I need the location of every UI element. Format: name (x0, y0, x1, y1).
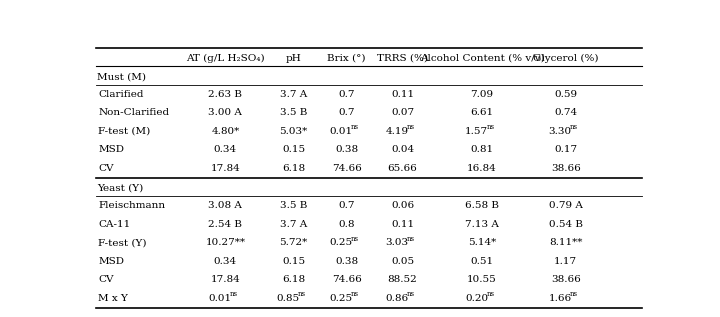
Text: 10.27**: 10.27** (205, 238, 246, 247)
Text: 0.81: 0.81 (470, 145, 493, 154)
Text: 0.74: 0.74 (554, 108, 577, 117)
Text: CV: CV (99, 164, 114, 173)
Text: 0.20: 0.20 (465, 294, 488, 303)
Text: 0.17: 0.17 (554, 145, 577, 154)
Text: 10.55: 10.55 (467, 275, 497, 284)
Text: 0.34: 0.34 (214, 257, 237, 266)
Text: Must (M): Must (M) (96, 72, 145, 81)
Text: 1.57: 1.57 (465, 127, 488, 136)
Text: 0.38: 0.38 (335, 257, 359, 266)
Text: 0.51: 0.51 (470, 257, 493, 266)
Text: ns: ns (570, 123, 578, 131)
Text: ns: ns (351, 235, 359, 243)
Text: 3.03: 3.03 (385, 238, 408, 247)
Text: F-test (M): F-test (M) (99, 127, 150, 136)
Text: ns: ns (407, 290, 415, 298)
Text: 0.8: 0.8 (338, 220, 355, 229)
Text: 3.00 A: 3.00 A (208, 108, 242, 117)
Text: 5.72*: 5.72* (279, 238, 307, 247)
Text: 0.15: 0.15 (282, 145, 305, 154)
Text: 0.07: 0.07 (391, 108, 414, 117)
Text: 5.14*: 5.14* (468, 238, 496, 247)
Text: 0.59: 0.59 (554, 90, 577, 99)
Text: ns: ns (351, 123, 359, 131)
Text: 2.63 B: 2.63 B (208, 90, 243, 99)
Text: 0.25: 0.25 (330, 294, 353, 303)
Text: ns: ns (570, 290, 578, 298)
Text: MSD: MSD (99, 257, 125, 266)
Text: AT (g/L H₂SO₄): AT (g/L H₂SO₄) (186, 54, 265, 62)
Text: 65.66: 65.66 (387, 164, 418, 173)
Text: 3.08 A: 3.08 A (208, 201, 242, 210)
Text: 7.13 A: 7.13 A (465, 220, 499, 229)
Text: 5.03*: 5.03* (279, 127, 307, 136)
Text: 0.01: 0.01 (208, 294, 231, 303)
Text: 3.5 B: 3.5 B (280, 201, 307, 210)
Text: ns: ns (407, 123, 415, 131)
Text: 0.06: 0.06 (391, 201, 414, 210)
Text: 38.66: 38.66 (551, 275, 580, 284)
Text: Yeast (Y): Yeast (Y) (96, 183, 143, 192)
Text: ns: ns (298, 290, 306, 298)
Text: 0.01: 0.01 (330, 127, 353, 136)
Text: 0.34: 0.34 (214, 145, 237, 154)
Text: 0.11: 0.11 (391, 220, 414, 229)
Text: 0.38: 0.38 (335, 145, 359, 154)
Text: Fleischmann: Fleischmann (99, 201, 166, 210)
Text: TRRS (%): TRRS (%) (377, 54, 428, 62)
Text: Alcohol Content (% v/v): Alcohol Content (% v/v) (420, 54, 544, 62)
Text: 0.7: 0.7 (338, 90, 355, 99)
Text: 3.5 B: 3.5 B (280, 108, 307, 117)
Text: F-test (Y): F-test (Y) (99, 238, 147, 247)
Text: 6.18: 6.18 (282, 275, 305, 284)
Text: 74.66: 74.66 (332, 275, 361, 284)
Text: 0.79 A: 0.79 A (549, 201, 582, 210)
Text: M x Y: M x Y (99, 294, 128, 303)
Text: 1.66: 1.66 (549, 294, 572, 303)
Text: 17.84: 17.84 (210, 164, 240, 173)
Text: ns: ns (230, 290, 238, 298)
Text: 16.84: 16.84 (467, 164, 497, 173)
Text: 6.58 B: 6.58 B (465, 201, 499, 210)
Text: 0.04: 0.04 (391, 145, 414, 154)
Text: ns: ns (407, 235, 415, 243)
Text: 7.09: 7.09 (470, 90, 493, 99)
Text: 8.11**: 8.11** (549, 238, 582, 247)
Text: 6.18: 6.18 (282, 164, 305, 173)
Text: 0.7: 0.7 (338, 201, 355, 210)
Text: ns: ns (487, 123, 495, 131)
Text: CV: CV (99, 275, 114, 284)
Text: 4.80*: 4.80* (211, 127, 240, 136)
Text: CA-11: CA-11 (99, 220, 130, 229)
Text: MSD: MSD (99, 145, 125, 154)
Text: 3.30: 3.30 (549, 127, 572, 136)
Text: 0.15: 0.15 (282, 257, 305, 266)
Text: 3.7 A: 3.7 A (280, 220, 307, 229)
Text: Brix (°): Brix (°) (328, 54, 366, 62)
Text: Clarified: Clarified (99, 90, 144, 99)
Text: 0.86: 0.86 (385, 294, 408, 303)
Text: 3.7 A: 3.7 A (280, 90, 307, 99)
Text: ns: ns (351, 290, 359, 298)
Text: 88.52: 88.52 (387, 275, 418, 284)
Text: 17.84: 17.84 (210, 275, 240, 284)
Text: 2.54 B: 2.54 B (208, 220, 243, 229)
Text: 74.66: 74.66 (332, 164, 361, 173)
Text: Non-Clarified: Non-Clarified (99, 108, 169, 117)
Text: pH: pH (286, 54, 302, 62)
Text: 1.17: 1.17 (554, 257, 577, 266)
Text: 0.85: 0.85 (276, 294, 300, 303)
Text: 0.7: 0.7 (338, 108, 355, 117)
Text: 38.66: 38.66 (551, 164, 580, 173)
Text: 0.05: 0.05 (391, 257, 414, 266)
Text: ns: ns (487, 290, 495, 298)
Text: Glycerol (%): Glycerol (%) (533, 54, 598, 62)
Text: 0.11: 0.11 (391, 90, 414, 99)
Text: 6.61: 6.61 (470, 108, 493, 117)
Text: 4.19: 4.19 (385, 127, 408, 136)
Text: 0.25: 0.25 (330, 238, 353, 247)
Text: 0.54 B: 0.54 B (549, 220, 582, 229)
